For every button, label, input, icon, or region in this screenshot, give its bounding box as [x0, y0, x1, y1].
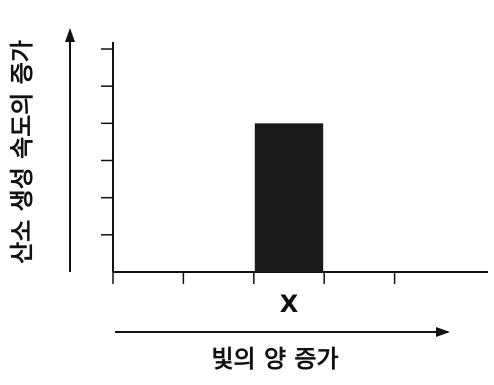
bar [254, 123, 324, 272]
x-axis-label: 빛의 양 증가 [211, 345, 338, 373]
x-tick-label: X [280, 290, 299, 318]
x-tick-labels: X [280, 290, 299, 318]
y-axis-label: 산소 생성 속도의 증가 [8, 40, 36, 264]
bars [254, 123, 324, 272]
x-ticks [112, 272, 396, 284]
y-ticks [101, 48, 113, 236]
